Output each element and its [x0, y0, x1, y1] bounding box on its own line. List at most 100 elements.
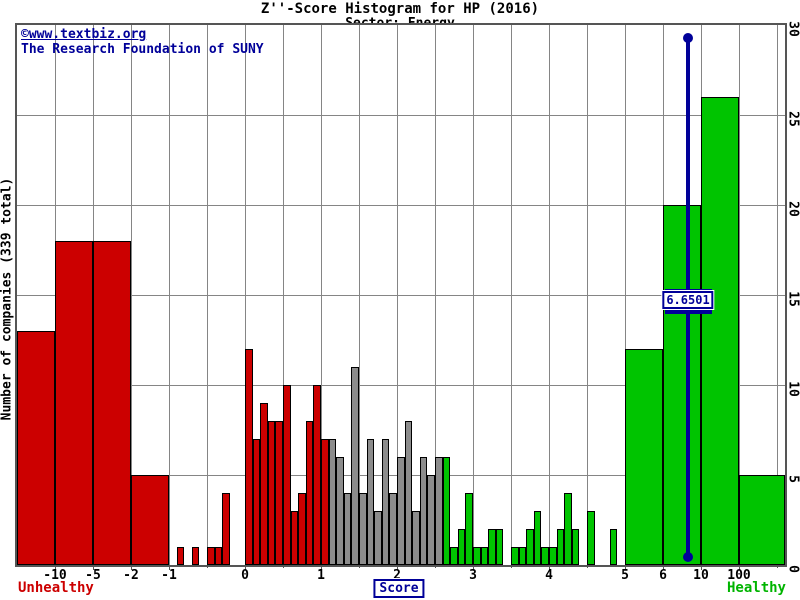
histogram-bar — [214, 547, 223, 565]
watermark-link[interactable]: ©www.textbiz.org — [21, 27, 147, 42]
histogram-bar — [275, 421, 283, 565]
watermark-org: The Research Foundation of SUNY — [21, 42, 264, 57]
axis-tick — [435, 565, 436, 568]
y-tick-label: 30 — [785, 21, 800, 37]
y-tick-label: 15 — [785, 291, 800, 307]
x-tick-label: 4 — [545, 568, 553, 583]
histogram-bar — [17, 331, 55, 565]
x-tick-label: 2 — [393, 568, 401, 583]
histogram-bar — [351, 367, 359, 565]
gridline-h — [17, 385, 785, 386]
histogram-bar — [93, 241, 131, 565]
histogram-bar — [442, 457, 451, 565]
histogram-bar — [556, 529, 565, 565]
x-tick-label: -2 — [123, 568, 139, 583]
gridline-h — [17, 115, 785, 116]
histogram-bar — [381, 439, 390, 565]
y-tick-label: 5 — [785, 475, 800, 483]
x-tick-label: 1 — [317, 568, 325, 583]
histogram-bar — [222, 493, 230, 565]
histogram-bar — [571, 529, 580, 565]
histogram-bar — [473, 547, 481, 565]
axis-tick — [283, 565, 284, 568]
axis-tick — [549, 565, 550, 570]
histogram-bar — [176, 547, 185, 565]
histogram-bar — [488, 529, 496, 565]
x-tick-label: 6 — [659, 568, 667, 583]
histogram-bar — [450, 547, 458, 565]
x-tick-label: -5 — [85, 568, 101, 583]
histogram-bar — [739, 475, 785, 565]
histogram-bar — [283, 385, 291, 565]
histogram-bar — [549, 547, 557, 565]
gridline-h — [17, 205, 785, 206]
histogram-bar — [313, 385, 321, 565]
histogram-bar — [564, 493, 572, 565]
y-tick-label: 20 — [785, 201, 800, 217]
histogram-bar — [533, 511, 542, 565]
histogram-bar — [343, 493, 352, 565]
marker-dot-top — [683, 33, 693, 43]
histogram-bar — [374, 511, 382, 565]
x-tick-label: 10 — [693, 568, 709, 583]
histogram-bar — [526, 529, 534, 565]
x-axis-title-score: Score — [373, 579, 425, 598]
histogram-bar — [587, 511, 595, 565]
histogram-bar — [427, 475, 435, 565]
axis-tick — [625, 565, 626, 570]
axis-tick — [777, 565, 778, 568]
y-tick-label: 25 — [785, 111, 800, 127]
histogram-bar — [495, 529, 504, 565]
histogram-bar — [321, 439, 329, 565]
axis-tick — [245, 565, 246, 570]
axis-tick — [511, 565, 512, 568]
y-tick-label: 0 — [785, 565, 800, 573]
histogram-bar — [412, 511, 420, 565]
histogram-bar — [465, 493, 473, 565]
histogram-bar — [389, 493, 397, 565]
histogram-bar — [55, 241, 93, 565]
histogram-bar — [419, 457, 428, 565]
histogram-bar — [435, 457, 443, 565]
histogram-bar — [609, 529, 618, 565]
histogram-bar — [625, 349, 663, 565]
histogram-bar — [663, 205, 701, 565]
y-axis-title: Number of companies (339 total) — [0, 177, 15, 421]
axis-tick — [169, 565, 170, 570]
watermark: ©www.textbiz.org The Research Foundation… — [21, 27, 264, 57]
plot-area: ©www.textbiz.org The Research Foundation… — [15, 23, 787, 567]
axis-tick — [587, 565, 588, 568]
histogram-bar — [397, 457, 405, 565]
histogram-bar — [260, 403, 268, 565]
axis-tick — [359, 565, 360, 568]
histogram-bar — [511, 547, 519, 565]
axis-tick — [397, 565, 398, 570]
histogram-bar — [191, 547, 200, 565]
histogram-bar — [245, 349, 253, 565]
x-tick-label: 0 — [241, 568, 249, 583]
axis-tick — [55, 565, 56, 570]
healthy-label: Healthy — [726, 580, 786, 596]
axis-tick — [663, 565, 664, 570]
axis-tick — [207, 565, 208, 568]
histogram-bar — [701, 97, 739, 565]
histogram-bar — [518, 547, 527, 565]
histogram-bar — [480, 547, 489, 565]
marker-value-label: 6.6501 — [662, 291, 714, 309]
marker-crossbar-lower — [665, 310, 712, 314]
histogram-bar — [404, 421, 413, 565]
histogram-bar — [305, 421, 314, 565]
histogram-bar — [207, 547, 215, 565]
histogram-bar — [359, 493, 367, 565]
histogram-bar — [298, 493, 306, 565]
x-tick-label: -1 — [161, 568, 177, 583]
histogram-bar — [366, 439, 375, 565]
x-tick-label: 100 — [727, 568, 751, 583]
axis-tick — [473, 565, 474, 570]
histogram-bar — [267, 421, 276, 565]
histogram-bar — [290, 511, 299, 565]
axis-tick — [701, 565, 702, 570]
y-tick-label: 10 — [785, 381, 800, 397]
histogram-bar — [328, 439, 337, 565]
